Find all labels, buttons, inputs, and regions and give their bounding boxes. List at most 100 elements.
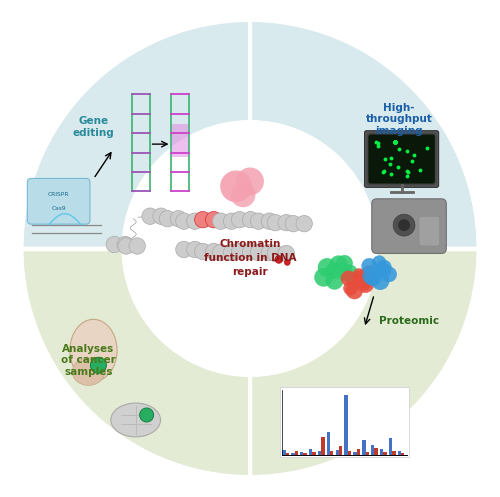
- Text: CRISPR: CRISPR: [48, 192, 70, 197]
- Circle shape: [362, 267, 381, 285]
- Bar: [321, 437, 324, 455]
- Bar: [384, 452, 386, 455]
- Bar: [380, 449, 384, 455]
- Circle shape: [170, 210, 186, 227]
- Circle shape: [212, 244, 229, 260]
- Circle shape: [267, 214, 283, 231]
- Text: Cas9: Cas9: [52, 206, 66, 211]
- Bar: [344, 395, 348, 455]
- Ellipse shape: [111, 403, 160, 437]
- Circle shape: [206, 243, 222, 259]
- Circle shape: [376, 263, 391, 278]
- FancyBboxPatch shape: [368, 134, 436, 184]
- FancyBboxPatch shape: [280, 387, 409, 457]
- Circle shape: [362, 258, 377, 273]
- Bar: [354, 452, 356, 455]
- FancyBboxPatch shape: [372, 199, 446, 253]
- Ellipse shape: [72, 358, 104, 386]
- Bar: [374, 448, 378, 455]
- Circle shape: [129, 238, 146, 254]
- Circle shape: [176, 241, 192, 257]
- Circle shape: [346, 282, 362, 299]
- Bar: [294, 451, 298, 455]
- Text: High-
throughput
imaging: High- throughput imaging: [366, 103, 432, 136]
- Bar: [304, 453, 307, 455]
- Circle shape: [341, 265, 358, 282]
- Circle shape: [285, 216, 302, 232]
- Circle shape: [330, 255, 347, 273]
- Circle shape: [357, 276, 374, 293]
- Bar: [318, 451, 321, 455]
- FancyBboxPatch shape: [419, 216, 440, 246]
- Circle shape: [142, 208, 158, 225]
- Bar: [348, 451, 351, 455]
- Bar: [356, 449, 360, 455]
- Circle shape: [393, 214, 415, 236]
- Wedge shape: [22, 248, 250, 477]
- Circle shape: [117, 237, 134, 252]
- Bar: [282, 450, 286, 455]
- Circle shape: [186, 213, 203, 229]
- Circle shape: [326, 272, 343, 289]
- Circle shape: [353, 270, 370, 288]
- Text: Chromatin
function in DNA
repair: Chromatin function in DNA repair: [204, 240, 296, 277]
- Bar: [330, 451, 334, 455]
- Circle shape: [362, 266, 377, 281]
- Bar: [312, 452, 316, 455]
- Circle shape: [232, 243, 248, 259]
- Circle shape: [106, 237, 122, 252]
- Circle shape: [212, 213, 229, 229]
- Bar: [389, 438, 392, 455]
- Circle shape: [278, 214, 294, 231]
- Bar: [336, 450, 339, 455]
- Wedge shape: [250, 20, 478, 248]
- Circle shape: [250, 244, 266, 260]
- Circle shape: [124, 122, 376, 375]
- Circle shape: [224, 244, 240, 260]
- Circle shape: [153, 208, 169, 225]
- Circle shape: [314, 268, 332, 286]
- Circle shape: [372, 255, 386, 269]
- Circle shape: [242, 243, 258, 259]
- Circle shape: [336, 255, 352, 272]
- Circle shape: [338, 266, 352, 281]
- Circle shape: [220, 170, 252, 202]
- Circle shape: [236, 167, 264, 195]
- Circle shape: [377, 260, 392, 275]
- Circle shape: [284, 259, 290, 265]
- Circle shape: [194, 243, 211, 259]
- Text: Analyses
of cancer
samples: Analyses of cancer samples: [61, 344, 116, 377]
- Circle shape: [118, 238, 134, 254]
- Circle shape: [242, 212, 258, 228]
- Bar: [362, 440, 366, 455]
- Circle shape: [160, 210, 176, 227]
- Bar: [300, 452, 304, 455]
- Circle shape: [261, 244, 278, 260]
- Circle shape: [275, 255, 283, 263]
- Bar: [309, 449, 312, 455]
- Bar: [392, 451, 396, 455]
- Circle shape: [318, 258, 336, 276]
- Ellipse shape: [70, 319, 117, 382]
- Circle shape: [366, 271, 380, 286]
- Bar: [398, 451, 401, 455]
- Bar: [286, 453, 289, 455]
- Circle shape: [176, 213, 192, 229]
- Circle shape: [382, 267, 396, 282]
- Circle shape: [224, 213, 240, 229]
- Circle shape: [372, 272, 389, 290]
- Bar: [401, 453, 404, 455]
- Circle shape: [232, 212, 248, 228]
- Bar: [366, 452, 369, 455]
- Circle shape: [278, 245, 294, 261]
- Circle shape: [341, 271, 356, 286]
- Circle shape: [296, 216, 312, 232]
- Bar: [339, 446, 342, 455]
- Circle shape: [250, 213, 266, 229]
- Circle shape: [398, 219, 410, 231]
- FancyBboxPatch shape: [172, 124, 190, 157]
- Text: Gene
editing: Gene editing: [72, 116, 114, 138]
- Circle shape: [261, 213, 278, 229]
- Bar: [326, 432, 330, 455]
- Circle shape: [355, 274, 372, 291]
